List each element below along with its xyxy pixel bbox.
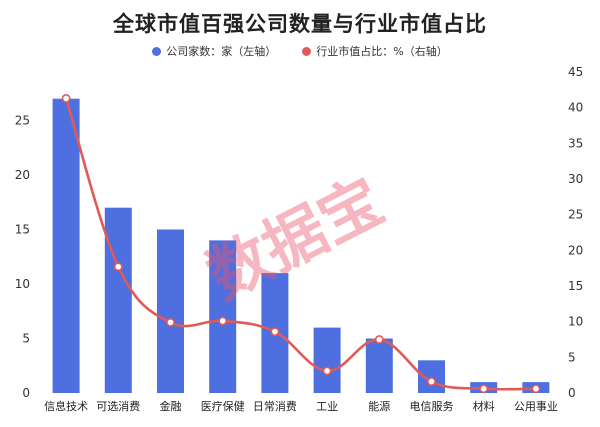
line-point — [166, 317, 175, 327]
bar — [365, 338, 393, 393]
right-tick-label: 10 — [568, 315, 583, 329]
watermark: 数据宝 — [196, 164, 395, 313]
legend-label-company-count: 公司家数：家（左轴） — [166, 45, 277, 58]
category-label: 工业 — [316, 400, 338, 413]
category-label: 信息技术 — [44, 399, 88, 413]
left-tick-label: 20 — [15, 168, 30, 182]
left-tick-label: 0 — [22, 386, 30, 400]
left-tick-label: 5 — [22, 332, 30, 346]
category-label: 日常消费 — [253, 399, 297, 413]
right-tick-label: 5 — [568, 350, 576, 364]
line-point — [479, 384, 489, 394]
line-point — [427, 377, 436, 386]
line-point — [113, 262, 123, 272]
category-label: 能源 — [368, 399, 390, 413]
left-tick-label: 10 — [15, 277, 30, 291]
legend-dot-line-icon — [302, 46, 312, 56]
right-tick-label: 20 — [568, 243, 583, 257]
right-tick-label: 25 — [568, 208, 583, 222]
legend-dot-bar-icon — [152, 46, 162, 56]
line-point — [374, 335, 384, 344]
category-axis: 信息技术 可选消费 金融 医疗保健 日常消费 工业 能源 电信服务 材料 公用事业 — [44, 399, 558, 413]
right-tick-label: 40 — [568, 101, 583, 115]
legend-item-market-share: 行业市值占比：%（右轴） — [302, 43, 448, 59]
left-tick-label: 15 — [15, 223, 30, 237]
category-label: 金融 — [160, 399, 182, 413]
bar — [313, 327, 341, 393]
left-axis: 0 5 10 15 20 25 — [15, 114, 30, 401]
category-label: 公用事业 — [514, 400, 558, 413]
right-tick-label: 0 — [568, 386, 576, 400]
right-tick-label: 35 — [568, 136, 583, 150]
right-tick-label: 30 — [568, 172, 583, 186]
bar — [157, 229, 184, 393]
legend-item-company-count: 公司家数：家（左轴） — [152, 43, 276, 59]
line-point — [270, 327, 280, 337]
line-point — [322, 366, 332, 376]
legend-label-market-share: 行业市值占比：%（右轴） — [316, 45, 448, 58]
category-label: 可选消费 — [96, 399, 140, 413]
line-point — [61, 93, 71, 103]
category-label: 电信服务 — [410, 400, 454, 413]
right-tick-label: 45 — [568, 65, 583, 79]
chart-legend: 公司家数：家（左轴） 行业市值占比：%（右轴） — [0, 43, 600, 59]
bar — [104, 207, 132, 393]
category-label: 医疗保健 — [201, 399, 245, 413]
line-point — [218, 316, 228, 326]
chart-title: 全球市值百强公司数量与行业市值占比 — [113, 12, 487, 36]
left-tick-label: 25 — [15, 114, 30, 128]
bar — [52, 98, 80, 393]
category-label: 材料 — [473, 399, 495, 413]
right-axis: 0 5 10 15 20 25 30 35 40 45 — [568, 65, 583, 400]
line-series — [61, 93, 541, 394]
right-tick-label: 15 — [568, 279, 583, 293]
line-point — [531, 384, 541, 394]
